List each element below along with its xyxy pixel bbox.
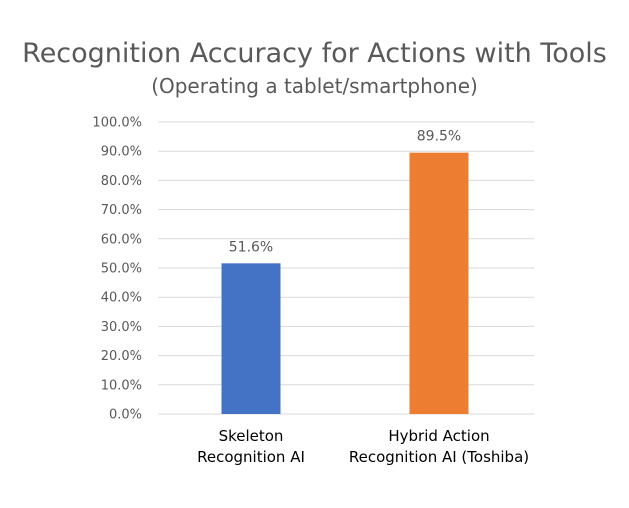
data-label: 89.5%: [417, 129, 461, 145]
y-tick-label: 10.0%: [101, 378, 142, 393]
y-tick-label: 100.0%: [92, 116, 142, 131]
bar: [221, 263, 281, 414]
chart-subtitle: (Operating a tablet/smartphone): [151, 74, 478, 98]
x-tick-label: Hybrid Action Recognition AI (Toshiba): [349, 427, 529, 466]
bar: [409, 152, 469, 414]
y-tick-label: 50.0%: [101, 262, 142, 277]
y-tick-label: 80.0%: [101, 174, 142, 189]
y-tick-label: 90.0%: [101, 145, 142, 160]
y-tick-label: 60.0%: [101, 232, 142, 247]
y-tick-label: 70.0%: [101, 203, 142, 218]
y-tick-label: 40.0%: [101, 291, 142, 306]
chart-title: Recognition Accuracy for Actions with To…: [22, 38, 607, 69]
y-tick-label: 20.0%: [101, 349, 142, 364]
data-label: 51.6%: [229, 239, 273, 255]
y-tick-label: 30.0%: [101, 320, 142, 335]
y-tick-label: 0.0%: [109, 408, 142, 423]
x-tick-label: Skeleton Recognition AI: [197, 427, 305, 466]
